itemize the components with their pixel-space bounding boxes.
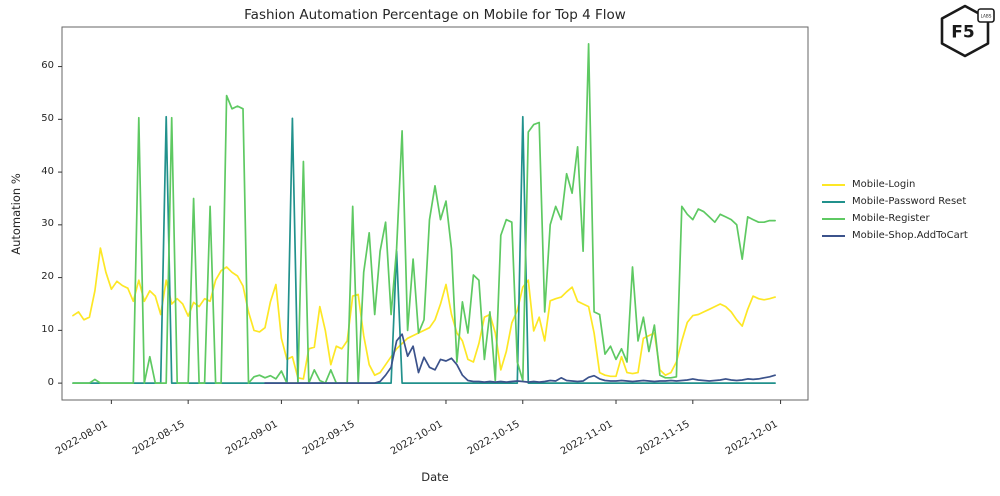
legend-line-swatch	[822, 200, 845, 203]
series-line-mobile-register	[72, 43, 776, 384]
legend-label: Mobile-Shop.AddToCart	[852, 230, 968, 241]
y-tick-label: 30	[41, 218, 54, 230]
legend-line-swatch	[822, 217, 845, 220]
plot-border	[61, 26, 809, 401]
series-line-mobile-password-reset	[72, 115, 776, 384]
legend: Mobile-Login Mobile-Password Reset Mobile-…	[822, 176, 968, 244]
legend-label: Mobile-Register	[852, 213, 930, 224]
logo-labs-badge: LABS	[977, 8, 995, 23]
legend-item: Mobile-Shop.AddToCart	[822, 227, 968, 244]
y-axis-label: Automation %	[9, 173, 23, 255]
legend-item: Mobile-Login	[822, 176, 968, 193]
axis-ticks	[58, 66, 782, 404]
svg-text:LABS: LABS	[981, 14, 992, 19]
series-lines	[72, 43, 776, 384]
y-tick-label: 20	[41, 271, 54, 283]
y-tick-label: 40	[41, 165, 54, 177]
y-tick-label: 50	[41, 112, 54, 124]
legend-label: Mobile-Password Reset	[852, 196, 967, 207]
logo-f5-text: F5	[951, 23, 974, 43]
y-tick-label: 10	[41, 323, 54, 335]
legend-line-swatch	[822, 234, 845, 237]
series-line-mobile-shop-addtocart	[264, 333, 776, 384]
f5-labs-logo: F5 LABS	[940, 4, 995, 58]
legend-item: Mobile-Password Reset	[822, 193, 968, 210]
y-tick-label: 0	[47, 376, 54, 388]
y-tick-label: 60	[41, 60, 54, 72]
x-axis-label: Date	[421, 470, 449, 484]
legend-line-swatch	[822, 183, 845, 186]
legend-item: Mobile-Register	[822, 210, 968, 227]
chart-title: Fashion Automation Percentage on Mobile …	[244, 7, 626, 23]
legend-label: Mobile-Login	[852, 179, 916, 190]
